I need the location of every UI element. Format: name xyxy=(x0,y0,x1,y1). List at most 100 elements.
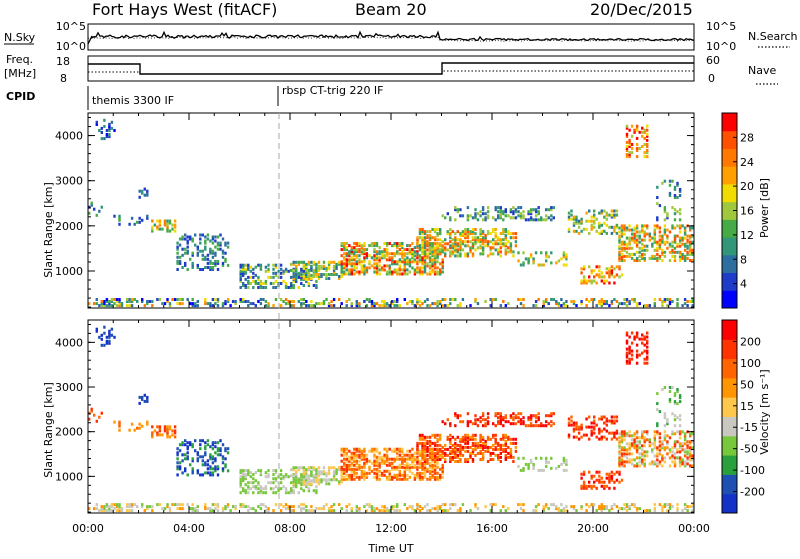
power-cell xyxy=(514,208,518,212)
velocity-cell xyxy=(391,477,394,481)
power-cell xyxy=(363,264,366,268)
power-cell xyxy=(398,252,401,256)
velocity-cell xyxy=(651,448,654,452)
power-cell xyxy=(469,240,472,244)
power-cell xyxy=(413,270,417,274)
power-cell xyxy=(529,212,533,216)
velocity-cell xyxy=(282,477,285,481)
power-cell xyxy=(305,279,308,283)
power-cell xyxy=(454,232,457,236)
power-cell xyxy=(184,261,187,265)
velocity-cell xyxy=(403,477,406,481)
velocity-cell xyxy=(272,487,275,491)
velocity-cell xyxy=(360,451,364,455)
power-cell xyxy=(595,229,598,233)
power-cell xyxy=(138,195,141,199)
power-cell xyxy=(628,238,631,242)
velocity-cell xyxy=(625,456,629,460)
velocity-cell xyxy=(166,433,169,437)
velocity-cell xyxy=(403,467,406,471)
power-cell xyxy=(340,264,343,268)
velocity-cell xyxy=(691,454,694,458)
power-cell xyxy=(582,267,586,271)
power-cell xyxy=(272,304,275,308)
velocity-cell xyxy=(648,509,651,513)
velocity-cell xyxy=(613,433,616,437)
power-cell xyxy=(585,281,588,285)
velocity-cell xyxy=(370,505,374,509)
velocity-cell xyxy=(580,423,583,427)
velocity-cell xyxy=(380,459,384,463)
velocity-cell xyxy=(486,435,490,439)
power-cell xyxy=(274,271,278,275)
velocity-cell xyxy=(641,460,644,464)
power-cell xyxy=(454,248,457,252)
power-cell xyxy=(439,244,442,248)
power-cell xyxy=(365,268,369,272)
velocity-cell xyxy=(691,503,694,507)
power-cell xyxy=(378,304,381,308)
power-cell xyxy=(517,214,520,218)
power-cell xyxy=(259,298,263,301)
velocity-cell xyxy=(421,453,424,457)
power-cell xyxy=(663,254,667,258)
velocity-cell xyxy=(656,462,659,466)
velocity-cell xyxy=(433,451,437,455)
velocity-cell xyxy=(618,507,621,511)
power-cell xyxy=(466,230,470,234)
velocity-cell xyxy=(638,446,641,450)
power-cell xyxy=(401,252,404,256)
velocity-cell xyxy=(580,425,583,429)
velocity-cell xyxy=(486,447,490,451)
velocity-cell xyxy=(471,443,475,447)
velocity-cell xyxy=(600,484,603,488)
velocity-cell xyxy=(646,341,649,345)
velocity-cell xyxy=(689,452,692,456)
power-cell xyxy=(522,261,525,265)
power-cell xyxy=(350,258,353,262)
velocity-cell xyxy=(411,471,414,475)
velocity-cell xyxy=(497,441,500,445)
velocity-cell xyxy=(459,451,462,455)
velocity-cell xyxy=(658,462,662,466)
power-cell xyxy=(411,250,414,254)
power-cell xyxy=(413,246,417,250)
power-cell xyxy=(433,230,437,234)
velocity-cell xyxy=(128,509,131,513)
power-cell xyxy=(459,242,462,246)
power-cell xyxy=(605,223,608,227)
power-cell xyxy=(146,300,149,303)
velocity-cell xyxy=(305,478,308,482)
velocity-cell xyxy=(686,456,689,460)
velocity-cell xyxy=(481,453,485,457)
power-cell xyxy=(284,286,288,289)
power-cell xyxy=(204,239,207,243)
velocity-cell xyxy=(534,505,538,509)
power-cell xyxy=(274,298,278,301)
velocity-cell xyxy=(100,343,103,347)
velocity-cell xyxy=(358,477,361,481)
velocity-cell xyxy=(305,505,308,509)
velocity-cell xyxy=(456,509,459,513)
velocity-cell xyxy=(469,420,472,424)
velocity-cell xyxy=(540,422,543,426)
power-cell xyxy=(247,267,250,271)
power-cell xyxy=(110,126,114,130)
velocity-cell xyxy=(368,471,371,475)
velocity-cell xyxy=(499,447,502,451)
velocity-cell xyxy=(628,349,631,353)
velocity-cell xyxy=(370,449,374,453)
velocity-cell xyxy=(279,503,283,507)
power-cell xyxy=(186,241,189,245)
velocity-cell xyxy=(186,445,189,449)
velocity-cell xyxy=(686,450,689,454)
velocity-colorbar-tick-label: -200 xyxy=(740,486,765,499)
power-cell xyxy=(363,270,366,274)
power-cell xyxy=(350,264,353,268)
power-cell xyxy=(451,250,454,254)
power-cell xyxy=(676,183,679,187)
velocity-cell xyxy=(585,503,588,507)
power-cell xyxy=(522,263,525,267)
velocity-cell xyxy=(247,481,250,485)
velocity-cell xyxy=(421,451,424,455)
